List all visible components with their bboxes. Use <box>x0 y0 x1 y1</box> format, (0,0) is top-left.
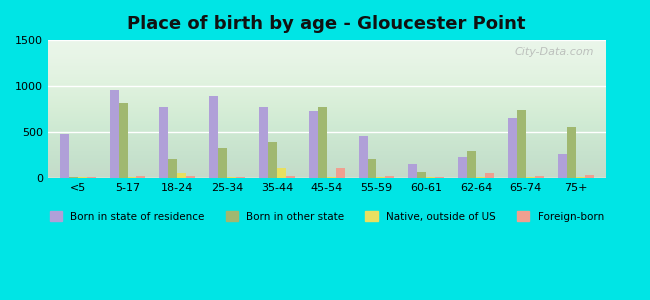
Bar <box>127 177 136 178</box>
Bar <box>426 177 436 178</box>
Bar <box>526 177 535 178</box>
Bar <box>110 90 118 178</box>
Bar <box>268 142 277 178</box>
Bar <box>177 173 187 178</box>
Bar <box>558 154 567 178</box>
Bar <box>277 168 286 178</box>
Title: Place of birth by age - Gloucester Point: Place of birth by age - Gloucester Point <box>127 15 526 33</box>
Bar <box>236 177 245 178</box>
Legend: Born in state of residence, Born in other state, Native, outside of US, Foreign-: Born in state of residence, Born in othe… <box>46 207 608 226</box>
Bar <box>335 168 345 178</box>
Bar <box>159 107 168 178</box>
Bar <box>309 111 318 178</box>
Bar <box>517 110 526 178</box>
Bar <box>227 177 236 178</box>
Bar <box>69 177 78 178</box>
Text: City-Data.com: City-Data.com <box>515 47 594 57</box>
Bar <box>209 96 218 178</box>
Bar <box>417 172 426 178</box>
Bar <box>485 173 494 178</box>
Bar <box>359 136 367 178</box>
Bar <box>458 157 467 178</box>
Bar <box>385 176 395 178</box>
Bar <box>118 103 127 178</box>
Bar <box>60 134 69 178</box>
Bar <box>584 175 593 178</box>
Bar <box>259 107 268 178</box>
Bar <box>218 148 227 178</box>
Bar <box>367 159 376 178</box>
Bar <box>136 176 146 178</box>
Bar <box>408 164 417 178</box>
Bar <box>286 176 295 178</box>
Bar <box>168 159 177 178</box>
Bar <box>318 106 327 178</box>
Bar <box>327 177 335 178</box>
Bar <box>467 151 476 178</box>
Bar <box>86 177 96 178</box>
Bar <box>436 177 444 178</box>
Bar <box>567 127 576 178</box>
Bar <box>576 177 584 178</box>
Bar <box>508 118 517 178</box>
Bar <box>78 177 86 178</box>
Bar <box>187 176 195 178</box>
Bar <box>476 177 485 178</box>
Bar <box>535 176 544 178</box>
Bar <box>376 177 385 178</box>
